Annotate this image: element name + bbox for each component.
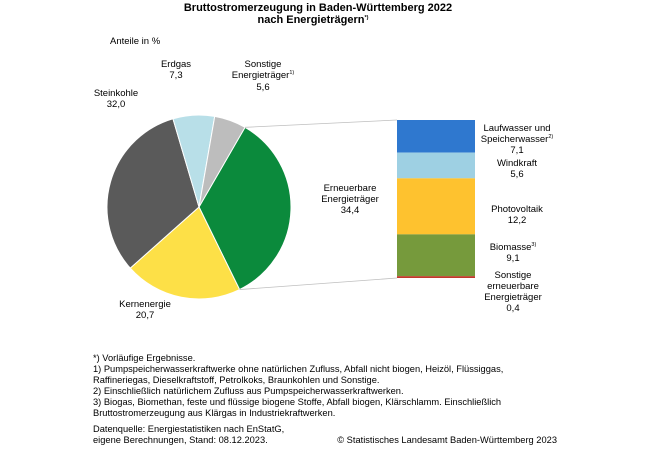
label-sonstige-ee-line2: erneuerbare xyxy=(487,281,539,292)
label-windkraft: Windkraft xyxy=(497,158,537,169)
bar-segment-windkraft xyxy=(397,152,475,179)
value-laufwasser: 7,1 xyxy=(510,145,523,156)
chart-title-line2: nach Energieträgern*) xyxy=(258,14,369,26)
value-kernenergie: 20,7 xyxy=(136,310,155,321)
bar-segment-biomasse xyxy=(397,234,475,277)
copyright: © Statistisches Landesamt Baden-Württemb… xyxy=(337,435,557,445)
label-sonstige-ee-line1: Sonstige xyxy=(495,270,532,281)
label-erneuerbare-line2: Energieträger xyxy=(321,194,379,205)
pie-slice-steinkohle xyxy=(106,118,200,269)
connector-bottom xyxy=(239,277,398,290)
label-biomasse-sup: 3) xyxy=(531,242,536,248)
data-source: Datenquelle: Energiestatistiken nach EnS… xyxy=(93,424,285,446)
chart: Bruttostromerzeugung in Baden-Württember… xyxy=(94,2,554,321)
value-windkraft: 5,6 xyxy=(510,169,523,180)
value-biomasse: 9,1 xyxy=(506,253,519,264)
label-sonstige-line1: Sonstige xyxy=(245,59,282,70)
label-laufwasser-line2-text: Speicherwasser xyxy=(481,134,549,145)
unit-label: Anteile in % xyxy=(110,36,161,47)
pie-chart xyxy=(106,114,292,300)
breakdown-bar xyxy=(397,120,475,278)
value-erdgas: 7,3 xyxy=(169,70,182,81)
label-kernenergie: Kernenergie xyxy=(119,299,171,310)
value-sonstige: 5,6 xyxy=(256,82,269,93)
bar-segment-photovoltaik xyxy=(397,178,475,235)
label-biomasse-text: Biomasse xyxy=(490,242,532,253)
label-laufwasser-line1: Laufwasser und xyxy=(483,123,550,134)
label-laufwasser-line2: Speicherwasser2) xyxy=(481,134,554,145)
value-photovoltaik: 12,2 xyxy=(508,215,527,226)
label-erneuerbare-line1: Erneuerbare xyxy=(324,183,377,194)
label-steinkohle: Steinkohle xyxy=(94,88,138,99)
footnotes: *) Vorläufige Ergebnisse. 1) Pumpspeiche… xyxy=(93,353,504,419)
bar-segment-laufwasser xyxy=(397,120,475,153)
label-sonstige-line2-text: Energieträger xyxy=(232,70,290,81)
label-laufwasser-sup: 2) xyxy=(548,134,553,140)
chart-title-sup: *) xyxy=(365,15,369,21)
connector-lines xyxy=(239,119,398,290)
label-sonstige-ee-line3: Energieträger xyxy=(484,292,542,303)
label-sonstige-line2: Energieträger1) xyxy=(232,70,295,81)
label-photovoltaik: Photovoltaik xyxy=(491,204,543,215)
chart-title-line2-text: nach Energieträgern xyxy=(258,14,365,26)
value-erneuerbare: 34,4 xyxy=(341,205,360,216)
chart-title-line1: Bruttostromerzeugung in Baden-Württember… xyxy=(184,2,452,14)
connector-top xyxy=(244,119,398,128)
value-steinkohle: 32,0 xyxy=(107,99,126,110)
label-erdgas: Erdgas xyxy=(161,59,191,70)
bar-segment-sonstige-ee xyxy=(397,276,475,278)
value-sonstige-ee: 0,4 xyxy=(506,303,519,314)
label-sonstige-sup: 1) xyxy=(289,70,294,76)
pie-slice-kernenergie xyxy=(129,206,241,300)
pie-slice-sonstige xyxy=(198,115,246,208)
label-biomasse: Biomasse3) xyxy=(490,242,537,253)
